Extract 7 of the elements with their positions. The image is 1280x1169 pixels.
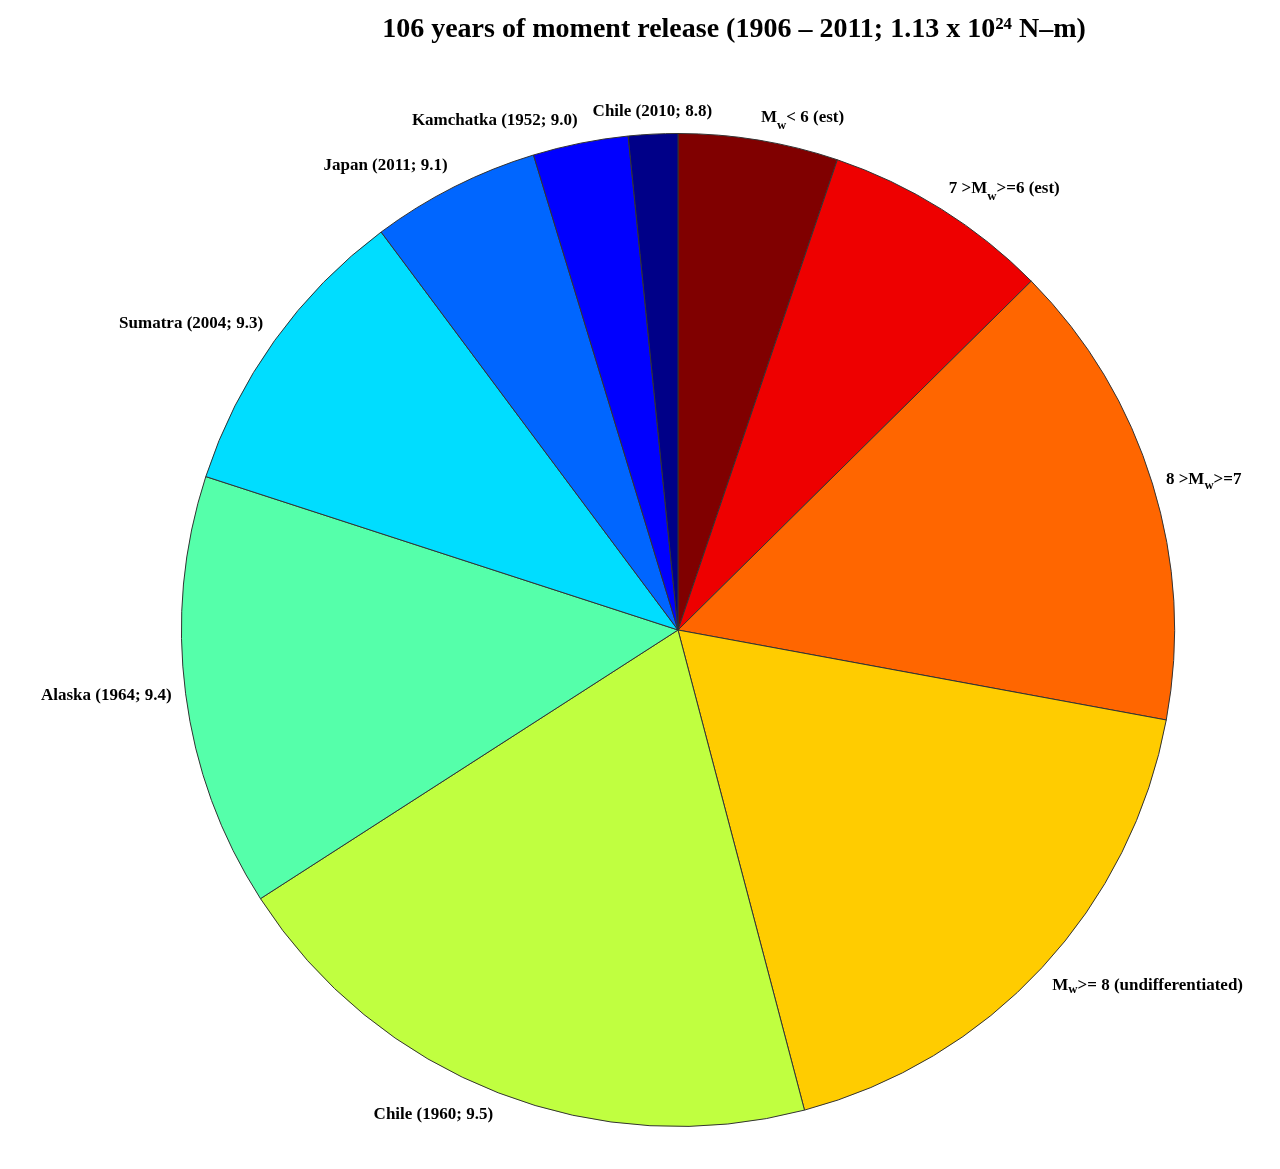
slice-label: Alaska (1964; 9.4) [40,684,172,704]
slice-label: Sumatra (2004; 9.3) [119,313,264,333]
chart-title: 106 years of moment release (1906 – 2011; 1.13 x 10²⁴ N–m) [382,12,1086,44]
slice-label: Japan (2011; 9.1) [323,155,448,175]
slice-label: Kamchatka (1952; 9.0) [411,110,578,130]
slice-label: Chile (2010; 8.8) [592,101,713,121]
slice-label: Chile (1960; 9.5) [373,1103,494,1123]
